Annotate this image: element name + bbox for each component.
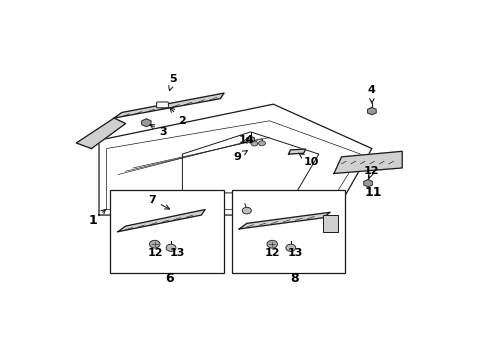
Text: 13: 13 [287,248,303,258]
Text: 13: 13 [170,248,185,258]
Polygon shape [363,180,371,187]
Text: 3: 3 [149,125,167,137]
Text: 2: 2 [170,108,186,126]
Text: 10: 10 [298,153,318,167]
Bar [322,215,337,232]
Text: 9: 9 [233,150,247,162]
Text: 14: 14 [239,135,254,145]
Bar [231,190,345,273]
Text: 12: 12 [264,248,280,258]
FancyBboxPatch shape [156,102,168,108]
Text: 12: 12 [147,248,163,258]
Circle shape [258,141,265,146]
Circle shape [149,240,160,248]
Polygon shape [239,212,329,229]
Polygon shape [246,136,254,143]
Circle shape [242,207,251,214]
Polygon shape [367,108,375,115]
Polygon shape [76,118,125,149]
Text: 12: 12 [364,166,379,179]
Polygon shape [142,119,151,127]
Text: 5: 5 [168,74,176,91]
Circle shape [166,244,176,251]
Text: 1: 1 [89,210,105,227]
Polygon shape [288,149,305,154]
Text: 6: 6 [164,272,173,285]
Text: 11: 11 [364,186,382,199]
Text: 8: 8 [289,272,298,285]
Text: 7: 7 [148,195,169,209]
Polygon shape [114,93,224,118]
Polygon shape [118,210,205,232]
Circle shape [250,141,257,146]
Polygon shape [333,151,401,174]
Circle shape [285,244,295,251]
Bar [110,190,224,273]
Circle shape [266,240,277,248]
Text: 4: 4 [367,85,375,103]
